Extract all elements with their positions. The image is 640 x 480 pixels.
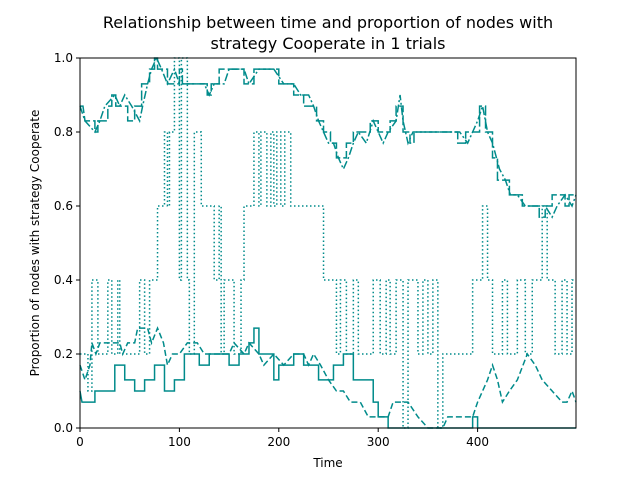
chart-title-line-2: strategy Cooperate in 1 trials (211, 34, 446, 53)
y-tick-label: 1.0 (54, 51, 73, 65)
series-line-3-dotted (80, 57, 576, 429)
series-line-5-longdash (80, 57, 576, 218)
series-line-4-dashdot (79, 56, 577, 219)
x-tick-label: 100 (168, 435, 191, 449)
x-axis-ticks: 0 100 200 300 400 (76, 428, 489, 449)
y-tick-label: 0.0 (54, 421, 73, 435)
y-axis-ticks: 0.0 0.2 0.4 0.6 0.8 1.0 (54, 51, 80, 435)
x-tick-label: 400 (466, 435, 489, 449)
x-tick-label: 0 (76, 435, 84, 449)
chart-title: Relationship between time and proportion… (103, 13, 553, 53)
series-line-1-solid (79, 327, 576, 429)
y-tick-label: 0.2 (54, 347, 73, 361)
chart-title-line-1: Relationship between time and proportion… (103, 13, 553, 32)
y-tick-label: 0.4 (54, 273, 73, 287)
y-axis-label: Proportion of nodes with strategy Cooper… (28, 110, 42, 377)
y-tick-label: 0.8 (54, 125, 73, 139)
series-line-2-dashed (79, 326, 577, 429)
x-tick-label: 300 (367, 435, 390, 449)
chart-series-group (79, 56, 577, 429)
plot-area-frame (79, 57, 577, 429)
y-tick-label: 0.6 (54, 199, 73, 213)
x-axis-label: Time (312, 456, 342, 470)
x-tick-label: 200 (267, 435, 290, 449)
